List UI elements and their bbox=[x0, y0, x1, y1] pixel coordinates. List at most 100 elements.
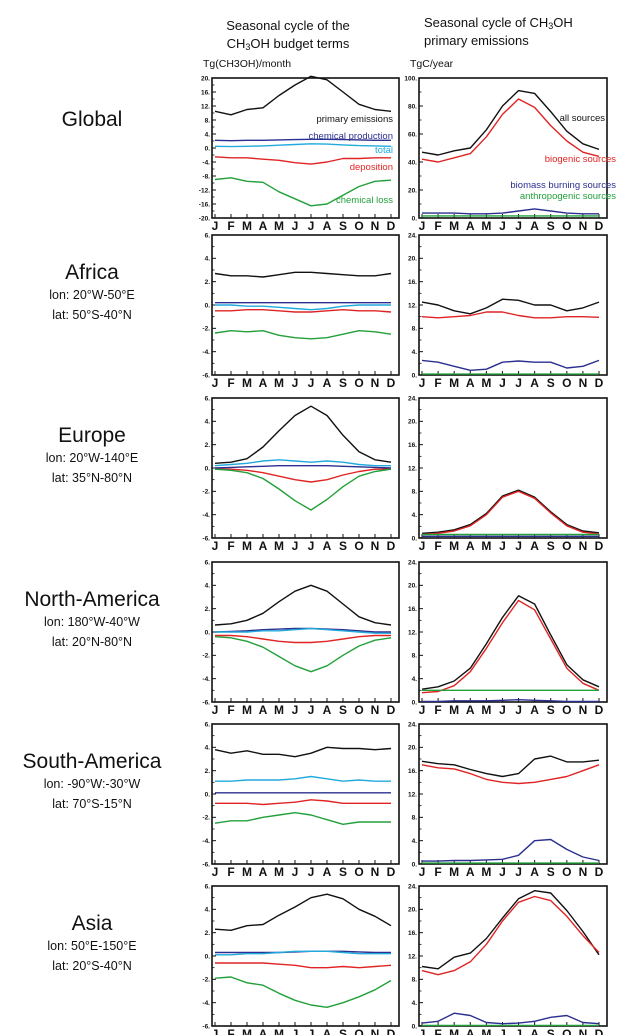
month-label: J bbox=[499, 376, 506, 390]
y-tick-label: -4. bbox=[202, 1000, 210, 1007]
month-label: A bbox=[323, 219, 332, 233]
month-label: J bbox=[499, 865, 506, 879]
annotation-total: total bbox=[375, 145, 393, 156]
month-label: O bbox=[562, 219, 571, 233]
y-tick-label: 0. bbox=[412, 699, 418, 706]
month-label: N bbox=[579, 376, 588, 390]
y-tick-label: 20. bbox=[408, 907, 417, 914]
month-label: J bbox=[419, 1027, 426, 1035]
month-label: F bbox=[434, 539, 441, 553]
month-label: S bbox=[339, 539, 347, 553]
region-name: Asia bbox=[72, 912, 113, 935]
y-tick-label: 24. bbox=[408, 883, 417, 890]
y-tick-label: 4. bbox=[205, 256, 211, 263]
month-label: F bbox=[434, 219, 441, 233]
region-label-north-america: North-America lon: 180°W-40°W lat: 20°N-80… bbox=[24, 588, 160, 649]
month-label: J bbox=[515, 219, 522, 233]
month-label: M bbox=[481, 219, 491, 233]
y-tick-label: -2. bbox=[202, 815, 210, 822]
month-label: M bbox=[481, 376, 491, 390]
annotation-all: all sources bbox=[560, 113, 606, 124]
panel-budget-europe: 6.4.2.0.-2.-4.-6.J F M A M J J A S O N D bbox=[202, 395, 400, 553]
month-label: O bbox=[354, 1027, 363, 1035]
month-label: J bbox=[515, 539, 522, 553]
y-tick-label: 8. bbox=[412, 815, 418, 822]
month-label: J bbox=[212, 703, 219, 717]
month-label: A bbox=[323, 539, 332, 553]
series-line-biomass bbox=[421, 359, 600, 371]
month-label: J bbox=[212, 1027, 219, 1035]
y-tick-label: 24. bbox=[408, 721, 417, 728]
month-label: D bbox=[595, 376, 604, 390]
panel-emissions-africa: 24.20.16.12.8.4.0.J F M A M J J A S O N D bbox=[408, 232, 608, 390]
month-label: M bbox=[242, 703, 252, 717]
month-label: D bbox=[387, 865, 396, 879]
month-label: J bbox=[419, 865, 426, 879]
region-lat: lat: 20°S-40°N bbox=[52, 959, 131, 973]
y-tick-label: 6. bbox=[205, 883, 211, 890]
y-tick-label: 4. bbox=[205, 907, 211, 914]
month-label: A bbox=[466, 1027, 475, 1035]
series-line-biomass bbox=[422, 699, 599, 703]
y-tick-label: 8. bbox=[412, 653, 418, 660]
month-label: M bbox=[242, 865, 252, 879]
month-label: J bbox=[419, 539, 426, 553]
month-label: M bbox=[449, 703, 459, 717]
y-tick-label: 8. bbox=[412, 326, 418, 333]
y-tick-label: 8. bbox=[412, 489, 418, 496]
month-label: M bbox=[274, 539, 284, 553]
month-label: M bbox=[242, 219, 252, 233]
month-label: J bbox=[292, 219, 299, 233]
month-label: F bbox=[227, 539, 234, 553]
month-label: D bbox=[387, 1027, 396, 1035]
y-tick-label: -4. bbox=[202, 676, 210, 683]
y-tick-label: 4. bbox=[412, 1000, 418, 1007]
month-label: F bbox=[434, 865, 441, 879]
y-tick-label: 12. bbox=[408, 465, 417, 472]
month-label: F bbox=[227, 703, 234, 717]
month-label: A bbox=[530, 376, 539, 390]
panel-budget-global: 20.16.12.8.4.0.-4.-8.-12.-16.-20.J F M A M J J… bbox=[199, 75, 400, 233]
plot-frame bbox=[211, 885, 400, 1027]
series-line-biogenic bbox=[421, 98, 600, 163]
month-label: A bbox=[466, 539, 475, 553]
y-tick-label: 0. bbox=[412, 861, 418, 868]
y-tick-label: 40. bbox=[408, 159, 417, 166]
right-column-title-line1: Seasonal cycle of CH3OH bbox=[424, 15, 573, 31]
month-label: J bbox=[499, 219, 506, 233]
y-tick-label: 12. bbox=[408, 302, 417, 309]
y-tick-label: 2. bbox=[205, 279, 211, 286]
y-tick-label: 20. bbox=[408, 256, 417, 263]
month-label: J bbox=[292, 376, 299, 390]
month-label: J bbox=[308, 703, 315, 717]
month-label: A bbox=[259, 219, 268, 233]
region-name: Europe bbox=[58, 424, 126, 447]
month-label: D bbox=[387, 219, 396, 233]
right-column-title-line2: primary emissions bbox=[424, 33, 529, 48]
month-label: N bbox=[579, 1027, 588, 1035]
month-label: D bbox=[387, 539, 396, 553]
month-label: M bbox=[242, 1027, 252, 1035]
series-line-primary bbox=[214, 75, 392, 116]
region-lat: lat: 35°N-80°N bbox=[52, 471, 132, 485]
month-label: S bbox=[339, 219, 347, 233]
series-line-chemloss bbox=[214, 330, 392, 340]
series-line-total bbox=[215, 304, 391, 311]
month-label: D bbox=[387, 376, 396, 390]
annotation-chemprod: chemical production bbox=[309, 131, 394, 142]
series-line-total bbox=[215, 627, 391, 634]
y-tick-label: 2. bbox=[205, 768, 211, 775]
month-label: J bbox=[499, 1027, 506, 1035]
y-tick-label: 12. bbox=[408, 953, 417, 960]
y-tick-label: -2. bbox=[202, 326, 210, 333]
region-name: South-America bbox=[23, 750, 162, 773]
y-tick-label: 16. bbox=[408, 930, 417, 937]
y-tick-label: 20. bbox=[408, 583, 417, 590]
month-label: A bbox=[530, 219, 539, 233]
series-line-primary bbox=[214, 584, 392, 626]
y-tick-label: 4. bbox=[412, 676, 418, 683]
month-label: J bbox=[308, 865, 315, 879]
month-label: O bbox=[354, 219, 363, 233]
month-label: M bbox=[242, 539, 252, 553]
